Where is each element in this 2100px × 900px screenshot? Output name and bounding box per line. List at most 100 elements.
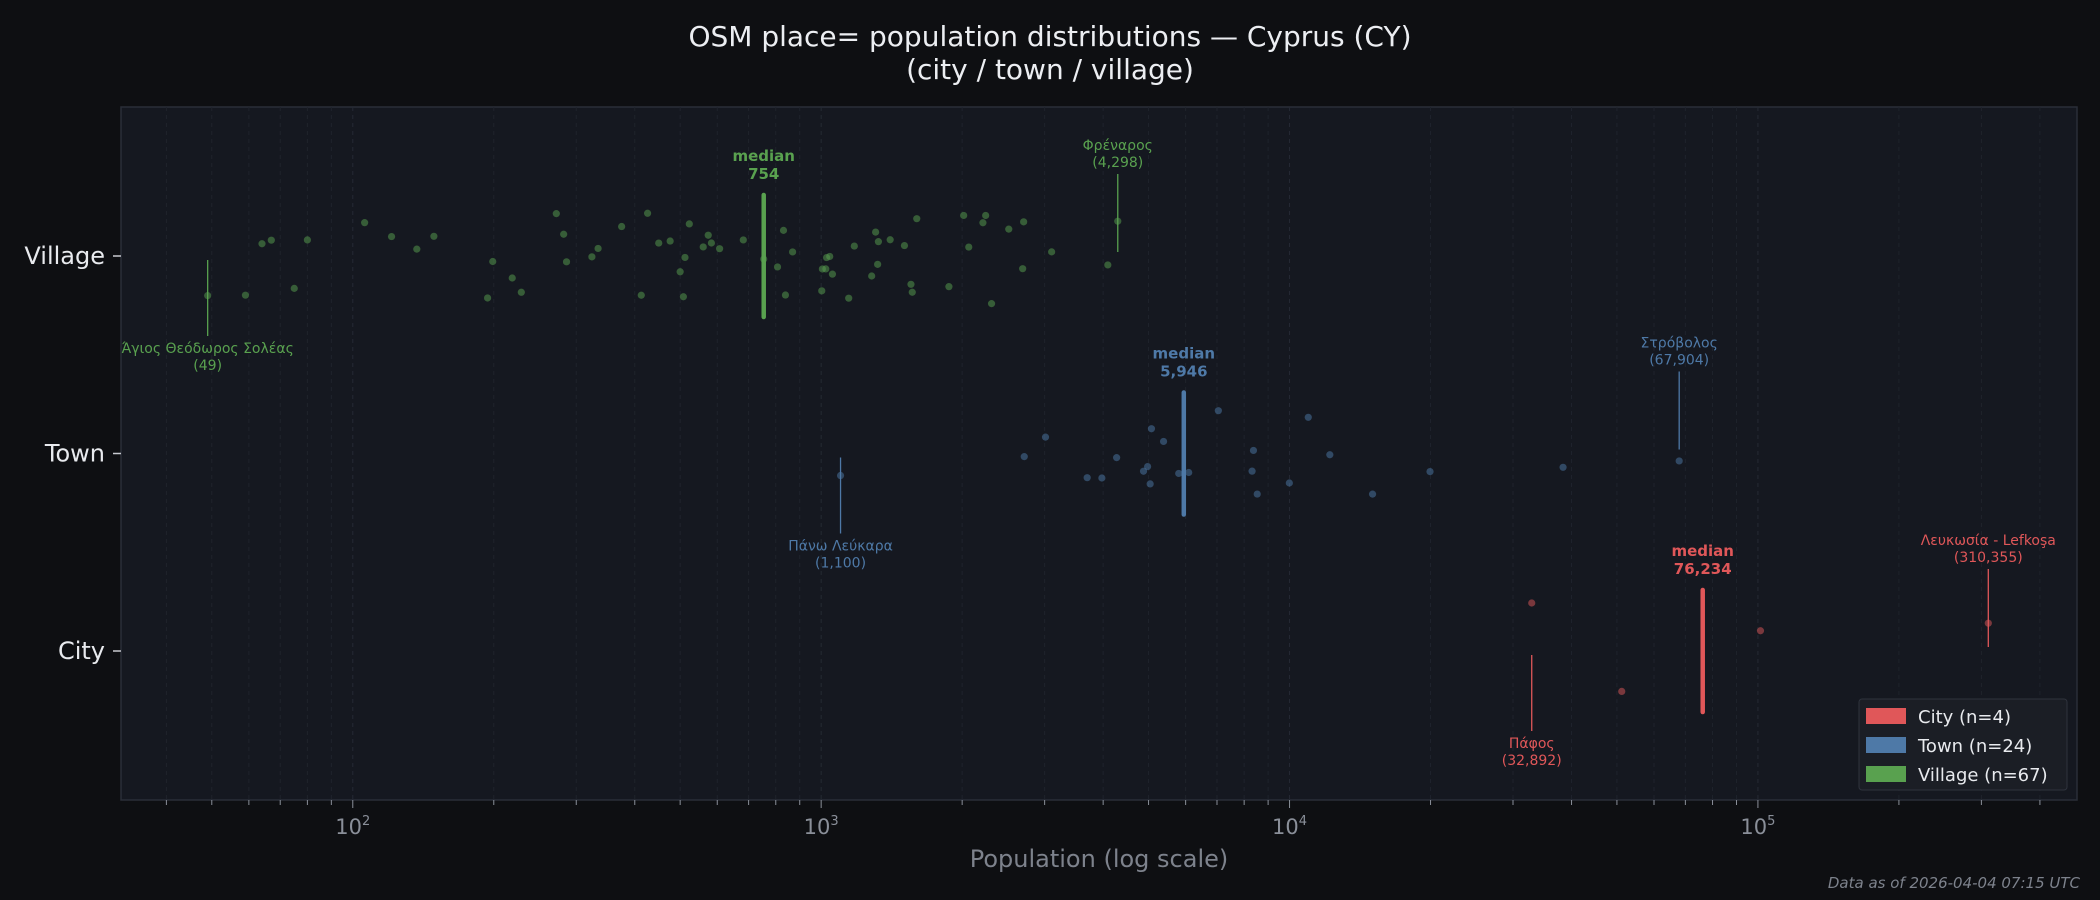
data-point-town [1559, 463, 1567, 471]
data-timestamp: Data as of 2026-04-04 07:15 UTC [1828, 874, 2081, 892]
x-tick-label: 105 [1740, 814, 1775, 839]
max-annotation-name: Φρέναρος [1083, 138, 1153, 154]
x-axis-label: Population (log scale) [970, 845, 1229, 873]
data-point-village [1104, 261, 1112, 269]
data-point-village [868, 272, 876, 280]
data-point-town [1285, 479, 1293, 487]
data-point-village [552, 210, 560, 218]
y-tick-label-city: City [58, 637, 105, 665]
data-point-village [666, 237, 674, 245]
chart-title: OSM place= population distributions — Cy… [688, 20, 1411, 53]
max-annotation-name: Λευκωσία - Lefkoşa [1921, 533, 2056, 549]
data-point-village [908, 288, 916, 296]
data-point-village [779, 226, 788, 234]
legend: City (n=4) Town (n=24) Village (n=67) [1858, 698, 2068, 791]
data-point-village [413, 245, 421, 253]
data-point-town [1098, 474, 1106, 482]
data-point-village [945, 283, 953, 291]
data-point-village [913, 215, 921, 223]
y-axis: Village Town City [24, 242, 121, 665]
median-value: 76,234 [1674, 560, 1732, 578]
data-point-town [1041, 433, 1050, 441]
data-point-village [900, 241, 909, 250]
data-point-village [483, 294, 492, 302]
data-point-village [874, 238, 883, 246]
max-annotation-name: Στρόβολος [1641, 336, 1718, 352]
data-point-village [594, 244, 602, 253]
data-point-village [818, 287, 826, 295]
data-point-village [676, 268, 684, 276]
data-point-city [1756, 627, 1765, 635]
data-point-village [781, 291, 790, 299]
y-tick-label-village: Village [24, 242, 105, 270]
data-point-village [361, 219, 369, 227]
data-point-village [822, 265, 830, 273]
legend-label-village: Village (n=67) [1918, 765, 2048, 786]
data-point-town [1326, 451, 1334, 459]
data-point-town [1147, 425, 1156, 433]
min-annotation-name: Πάνω Λεύκαρα [788, 539, 893, 555]
data-point-village [618, 222, 626, 231]
data-point-village [874, 260, 882, 268]
data-point-village [965, 243, 973, 251]
data-point-town [1175, 469, 1183, 478]
median-label: median [1153, 345, 1215, 363]
x-tick-label: 102 [335, 814, 370, 839]
data-point-town [1426, 467, 1434, 476]
x-axis: 102 103 104 105 [165, 800, 2041, 839]
median-value: 5,946 [1160, 363, 1207, 381]
data-point-village [1048, 248, 1056, 256]
data-point-town [1253, 490, 1261, 498]
data-point-village [886, 236, 894, 244]
data-point-village [699, 243, 707, 251]
data-point-town [1214, 407, 1222, 415]
data-point-village [637, 291, 645, 299]
plot-area [120, 106, 2078, 801]
data-point-village [773, 263, 782, 271]
data-point-town [1159, 437, 1168, 446]
max-annotation-value: (4,298) [1092, 155, 1143, 171]
data-point-town [1248, 467, 1256, 475]
data-point-village [681, 253, 689, 262]
data-point-village [739, 236, 747, 244]
min-annotation-value: (49) [193, 358, 222, 374]
data-point-village [655, 239, 663, 247]
data-point-village [850, 242, 858, 250]
x-tick-label: 103 [804, 814, 839, 839]
data-point-village [845, 294, 853, 302]
legend-swatch-village [1866, 766, 1906, 782]
data-point-village [872, 228, 880, 236]
data-point-town [1368, 490, 1377, 498]
data-point-village [826, 252, 834, 261]
data-point-village [982, 211, 990, 220]
legend-box [1858, 698, 2068, 791]
data-point-town [1139, 467, 1148, 475]
data-point-village [987, 300, 996, 308]
grid-lines [165, 107, 2041, 800]
min-annotation-value: (32,892) [1502, 753, 1562, 769]
data-point-village [685, 220, 693, 228]
data-point-village [1019, 265, 1027, 273]
min-annotation-name: Πάφος [1509, 736, 1555, 752]
data-point-town [1113, 454, 1121, 462]
max-annotation-value: (310,355) [1954, 550, 2023, 566]
data-point-town [1146, 480, 1154, 488]
data-point-village [588, 253, 596, 261]
data-point-village [303, 236, 311, 244]
data-point-town [1249, 446, 1258, 455]
data-point-village [560, 230, 568, 238]
data-point-village [1005, 225, 1013, 233]
data-point-village [979, 219, 987, 227]
data-point-village [679, 293, 687, 301]
legend-swatch-town [1866, 737, 1906, 753]
data-point-village [1020, 218, 1028, 226]
min-annotation-value: (1,100) [815, 556, 866, 572]
median-label: median [1671, 542, 1733, 560]
min-annotation-name: Άγιος Θεόδωρος Σολέας [122, 341, 294, 357]
x-tick-label: 104 [1272, 814, 1307, 839]
data-point-town [1083, 474, 1091, 482]
data-point-town [1185, 468, 1193, 477]
data-point-town [1304, 413, 1312, 421]
